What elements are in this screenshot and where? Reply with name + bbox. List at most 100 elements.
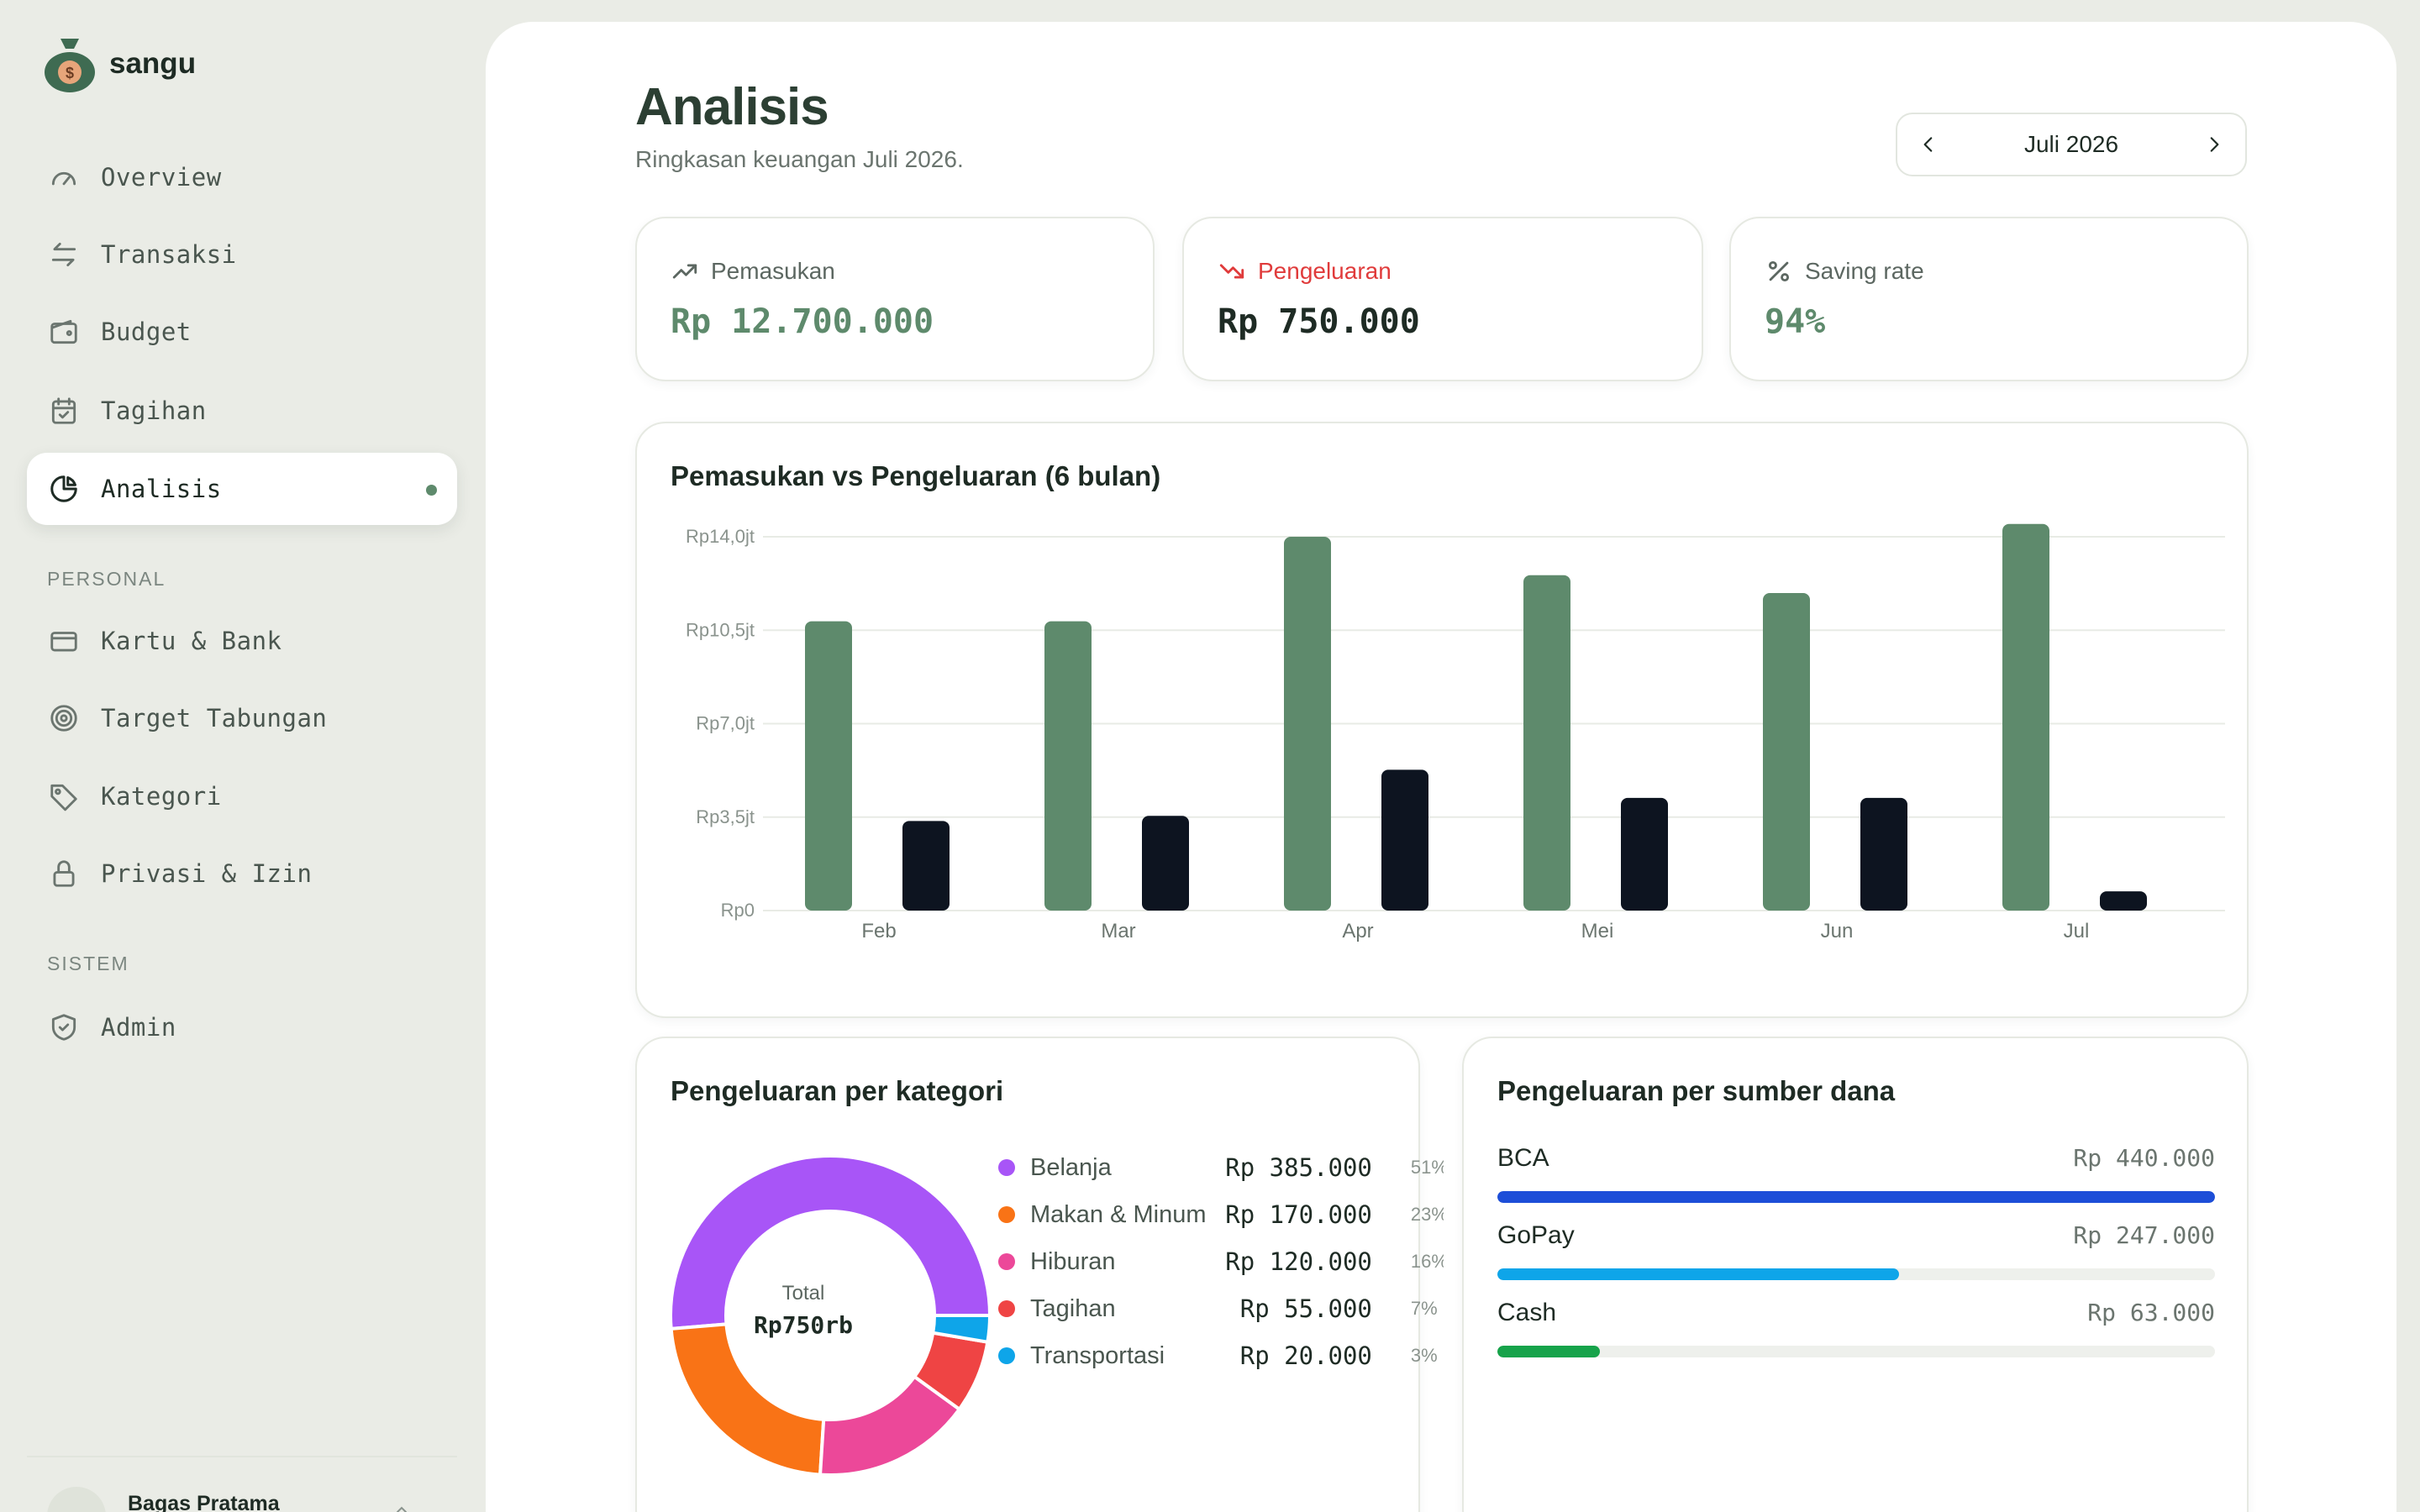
sidebar-item-kartu-bank[interactable]: Kartu & Bank [27,605,457,677]
stat-value: Rp 750.000 [1218,302,1420,341]
legend-dot [998,1206,1015,1223]
sidebar-item-kategori[interactable]: Kategori [27,760,457,832]
income-bar[interactable] [1763,593,1810,911]
sidebar-item-analisis[interactable]: Analisis [27,453,457,525]
avatar[interactable] [47,1487,106,1512]
page-title: Analisis [635,78,829,136]
y-tick-label: Rp10,5jt [686,619,755,640]
source-name: GoPay [1497,1221,1575,1249]
sidebar-item-label: Overview [101,163,222,192]
legend-name: Tagihan [1030,1294,1116,1322]
income-bar[interactable] [1284,537,1331,911]
stat-header: Pemasukan [671,257,835,286]
sidebar-item-privasi-izin[interactable]: Privasi & Izin [27,837,457,910]
income-bar[interactable] [805,621,852,911]
legend-amount: Rp 120.000 [1225,1247,1372,1276]
donut-total-label: Total [781,1282,825,1305]
sidebar-item-label: Kategori [101,782,222,811]
shield-check-icon [47,1011,81,1044]
stat-value: 94% [1765,302,1826,341]
sidebar-item-label: Analisis [101,475,222,503]
legend-percent: 16% [1410,1251,1444,1272]
source-row-bca: BCA Rp 440.000 [1497,1144,2215,1211]
x-tick-label: Mar [1101,920,1135,942]
trending-up-icon [672,264,697,279]
expense-bar[interactable] [2100,891,2147,911]
income-bar[interactable] [2002,523,2049,911]
legend-amount: Rp 55.000 [1239,1294,1372,1323]
x-tick-label: Apr [1342,920,1373,942]
sidebar-item-label: Kartu & Bank [101,627,282,655]
stat-card-saving-rate: Saving rate 94% [1729,217,2249,381]
source-progress-track [1497,1346,2215,1357]
stat-header: Pengeluaran [1218,257,1392,286]
stat-card-income: Pemasukan Rp 12.700.000 [635,217,1155,381]
legend-name: Belanja [1030,1153,1112,1181]
source-progress-fill [1497,1268,1900,1280]
legend-amount: Rp 170.000 [1225,1200,1372,1229]
legend-name: Hiburan [1030,1247,1116,1275]
category-legend-row[interactable]: Belanja Rp 385.000 51% [998,1151,1444,1184]
legend-name: Transportasi [1030,1341,1165,1369]
expense-bar[interactable] [902,821,950,911]
user-name[interactable]: Bagas Pratama [128,1492,280,1512]
stat-header: Saving rate [1765,257,1924,286]
expense-bar[interactable] [1142,816,1189,911]
month-label[interactable]: Juli 2026 [2023,131,2119,157]
source-card-title: Pengeluaran per sumber dana [1497,1075,1896,1106]
y-tick-label: Rp3,5jt [696,806,755,827]
brand[interactable]: $ sangu [42,34,196,94]
lock-icon [47,857,81,890]
legend-amount: Rp 20.000 [1239,1341,1372,1370]
donut-slice[interactable] [930,1314,990,1344]
expense-bar[interactable] [1621,797,1668,911]
sidebar-item-label: Transaksi [101,240,237,269]
sidebar-item-transaksi[interactable]: Transaksi [27,218,457,291]
source-progress-track [1497,1191,2215,1203]
sidebar-item-overview[interactable]: Overview [27,141,457,213]
sidebar: $ sangu Overview Transaksi Budget Tagiha… [0,0,486,1512]
legend-percent: 3% [1410,1345,1438,1366]
chevron-up-down-icon[interactable] [392,1504,412,1512]
chevron-left-icon[interactable] [1918,134,1939,155]
section-label-sistem: SISTEM [47,953,129,974]
chart-title: Pemasukan vs Pengeluaran (6 bulan) [671,460,1161,491]
legend-percent: 7% [1410,1298,1438,1319]
main-panel: Analisis Ringkasan keuangan Juli 2026. J… [486,22,2396,1512]
legend-dot [998,1253,1015,1270]
legend-name: Makan & Minum [1030,1200,1207,1228]
source-expense-card: Pengeluaran per sumber dana BCA Rp 440.0… [1462,1037,2249,1512]
donut-slice[interactable] [671,1322,826,1475]
source-progress-track [1497,1268,2215,1280]
source-progress-fill [1497,1346,1601,1357]
category-legend-row[interactable]: Hiburan Rp 120.000 16% [998,1245,1444,1278]
brand-name: sangu [109,47,197,80]
source-row-gopay: GoPay Rp 247.000 [1497,1221,2215,1289]
income-bar[interactable] [1044,621,1092,911]
income-expense-chart-card: Pemasukan vs Pengeluaran (6 bulan) Rp14,… [635,422,2249,1018]
credit-card-icon [47,624,81,658]
sidebar-item-admin[interactable]: Admin [27,991,457,1063]
donut-slice[interactable] [671,1156,990,1331]
category-legend-row[interactable]: Transportasi Rp 20.000 3% [998,1339,1444,1373]
source-name: BCA [1497,1144,1549,1172]
calendar-check-icon [47,394,81,428]
x-tick-label: Jul [2064,920,2090,942]
expense-bar[interactable] [1381,769,1428,911]
sidebar-item-tagihan[interactable]: Tagihan [27,375,457,447]
chevron-right-icon[interactable] [2203,134,2225,155]
expense-bar[interactable] [1860,797,1907,911]
sidebar-item-target-tabungan[interactable]: Target Tabungan [27,682,457,754]
legend-percent: 51% [1410,1157,1444,1178]
sidebar-item-budget[interactable]: Budget [27,296,457,368]
x-tick-label: Jun [1821,920,1854,942]
x-tick-label: Feb [861,920,896,942]
section-label-personal: PERSONAL [47,568,166,590]
income-bar[interactable] [1523,575,1570,911]
category-legend-row[interactable]: Makan & Minum Rp 170.000 23% [998,1198,1444,1231]
legend-dot [998,1159,1015,1176]
stat-label: Pemasukan [711,258,835,284]
category-legend-row[interactable]: Tagihan Rp 55.000 7% [998,1292,1444,1326]
stat-label: Saving rate [1805,258,1924,284]
y-tick-label: Rp7,0jt [696,713,755,734]
